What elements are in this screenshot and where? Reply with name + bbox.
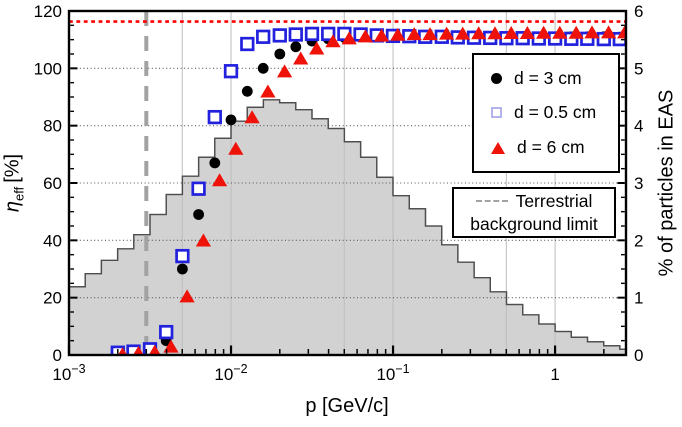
eta-symbol: η <box>1 201 24 213</box>
terrestrial-limit-row: Terrestrial <box>475 190 593 213</box>
right-axis-title: % of particles in EAS <box>655 89 678 277</box>
terrestrial-limit-label-line2: background limit <box>470 213 598 234</box>
svg-text:1: 1 <box>550 365 559 384</box>
x-axis-title: p [GeV/c] <box>305 395 389 417</box>
filled-circle-icon <box>491 72 502 84</box>
svg-text:10−3: 10−3 <box>52 362 85 384</box>
svg-text:10−1: 10−1 <box>376 362 409 384</box>
svg-text:0: 0 <box>53 346 62 365</box>
legend-detector-distance: d = 3 cm d = 0.5 cm d = 6 cm <box>472 53 620 173</box>
eas-histogram-outline <box>68 99 627 356</box>
svg-text:4: 4 <box>634 117 643 136</box>
svg-text:100: 100 <box>34 59 62 78</box>
legend-label-d05cm: d = 0.5 cm <box>514 102 597 123</box>
eta-subscript: eff <box>11 186 27 202</box>
legend-terrestrial-limit: Terrestrial background limit <box>452 187 616 238</box>
dashed-line-icon <box>475 200 508 202</box>
svg-text:5: 5 <box>634 59 643 78</box>
legend-item-d05cm: d = 0.5 cm <box>474 102 618 123</box>
eta-unit: [%] <box>1 153 24 183</box>
svg-text:60: 60 <box>43 174 62 193</box>
svg-text:80: 80 <box>43 117 62 136</box>
plot-frame <box>67 9 628 357</box>
legend-item-d3cm: d = 3 cm <box>474 68 618 89</box>
legend-label-d6cm: d = 6 cm <box>517 137 585 158</box>
legend-label-d3cm: d = 3 cm <box>514 67 582 88</box>
svg-text:40: 40 <box>43 231 62 250</box>
svg-text:10−2: 10−2 <box>214 362 247 384</box>
filled-triangle-icon <box>491 141 505 154</box>
axis-ticks <box>67 10 625 356</box>
open-square-icon <box>491 107 502 119</box>
svg-text:3: 3 <box>634 174 643 193</box>
axis-tick-labels: 0 20 40 60 80 100 120 0 1 2 3 4 5 6 10−3 10−2 10−1 1 <box>34 2 644 384</box>
terrestrial-limit-label-line1: Terrestrial <box>515 190 593 211</box>
svg-text:20: 20 <box>43 289 62 308</box>
svg-text:0: 0 <box>634 346 643 365</box>
legend-item-d6cm: d = 6 cm <box>474 137 618 158</box>
svg-text:6: 6 <box>634 2 643 21</box>
svg-text:2: 2 <box>634 231 643 250</box>
left-axis-title: ηeff [%] <box>2 154 27 212</box>
svg-text:1: 1 <box>634 289 643 308</box>
svg-text:120: 120 <box>34 2 62 21</box>
